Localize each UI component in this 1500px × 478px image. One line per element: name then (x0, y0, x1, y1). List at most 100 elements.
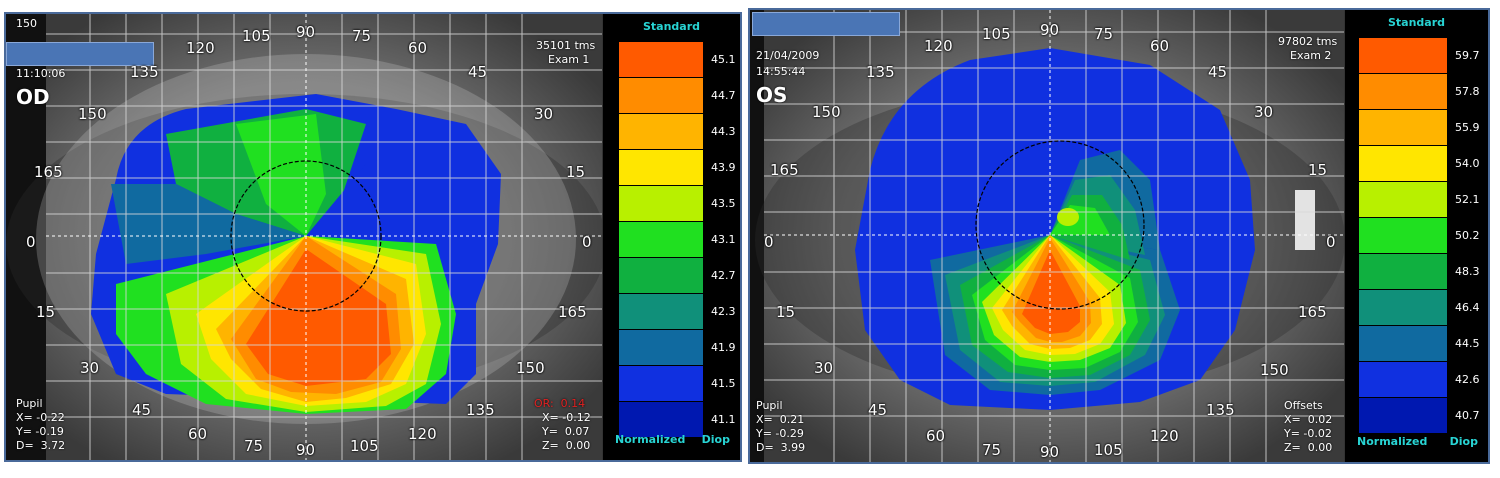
od-scale-title: Standard (642, 20, 701, 33)
od-redacted-label (6, 42, 154, 66)
os-pupil-title: Pupil (756, 399, 783, 412)
od-scale-swatches: 45.1 44.7 44.3 43.9 43.5 43.1 42.7 42.3 … (619, 42, 736, 438)
os-angle-label: 135 (1206, 401, 1235, 419)
os-offset-z: Z= 0.00 (1284, 441, 1333, 454)
os-angle-label: 135 (866, 63, 895, 81)
od-angle-label: 120 (186, 39, 215, 57)
od-angle-label: 75 (244, 437, 264, 455)
os-pupil-d: D= 3.99 (756, 441, 806, 454)
scale-swatch: 44.7 (619, 78, 736, 114)
os-angle-label: 45 (1208, 63, 1228, 81)
os-angle-label: 120 (1150, 427, 1179, 445)
os-angle-label: 150 (812, 103, 841, 121)
os-scale-swatches: 59.7 57.8 55.9 54.0 52.1 50.2 48.3 46.4 … (1359, 38, 1480, 434)
os-pupil-x: X= 0.21 (756, 413, 805, 426)
os-angle-label: 60 (1150, 37, 1170, 55)
scale-value: 57.8 (1455, 85, 1480, 98)
scale-swatch: 44.3 (619, 114, 736, 150)
scale-value: 52.1 (1455, 193, 1480, 206)
os-angle-label: 90 (1040, 21, 1060, 39)
scale-value: 40.7 (1455, 409, 1480, 422)
scale-value: 45.1 (711, 53, 736, 66)
os-angle-label: 165 (1298, 303, 1327, 321)
os-angle-label: 30 (1254, 103, 1274, 121)
od-offset-z: Z= 0.00 (542, 439, 591, 452)
scale-swatch: 48.3 (1359, 254, 1480, 290)
os-topography-map (750, 10, 1344, 462)
od-angle-label: 165 (34, 163, 63, 181)
od-offset-y: Y= 0.07 (542, 425, 590, 438)
scale-value: 42.3 (711, 305, 736, 318)
os-angle-label: 165 (770, 161, 799, 179)
scale-swatch: 55.9 (1359, 110, 1480, 146)
os-curvature-map (855, 48, 1255, 410)
os-eye-label: OS (756, 83, 788, 107)
scale-swatch: 50.2 (1359, 218, 1480, 254)
scale-value: 59.7 (1455, 49, 1480, 62)
od-angle-label: 0 (26, 233, 36, 251)
os-color-scale: Standard 59.7 57.8 55.9 54.0 52.1 50.2 4… (1344, 10, 1488, 462)
scale-value: 42.6 (1455, 373, 1480, 386)
od-tms: 35101 tms (536, 39, 596, 52)
od-angle-label: 15 (36, 303, 56, 321)
os-scale-title: Standard (1387, 16, 1446, 29)
scale-swatch: 42.6 (1359, 362, 1480, 398)
os-angle-label: 0 (1326, 233, 1336, 251)
od-grid (46, 14, 602, 460)
od-angle-label: 90 (296, 23, 316, 41)
od-angle-label: 135 (466, 401, 495, 419)
od-eye-label: OD (16, 85, 50, 109)
os-tms: 97802 tms (1278, 35, 1338, 48)
od-angle-label: 60 (408, 39, 428, 57)
scale-value: 43.9 (711, 161, 736, 174)
scale-swatch: 43.1 (619, 222, 736, 258)
os-axes (764, 10, 1344, 462)
od-angle-label: 150 (516, 359, 545, 377)
os-scale-unit: Diop (1449, 435, 1478, 448)
os-grid (764, 10, 1344, 462)
scale-swatch: 42.3 (619, 294, 736, 330)
od-pupil-circle (230, 160, 382, 312)
od-topography-map (6, 14, 602, 460)
od-angle-label: 150 (78, 105, 107, 123)
od-topography-panel: 150 11:10:06 OD 35101 tms Exam 1 120 105… (4, 12, 742, 462)
os-scale-normalized: Normalized (1357, 435, 1428, 448)
scale-swatch: 43.9 (619, 150, 736, 186)
scale-value: 55.9 (1455, 121, 1480, 134)
od-offsets-title: OR: 0.14 (534, 397, 586, 410)
os-angle-label: 15 (1308, 161, 1328, 179)
od-scale-unit: Diop (701, 433, 730, 446)
os-offset-x: X= 0.02 (1284, 413, 1333, 426)
scale-value: 44.3 (711, 125, 736, 138)
os-angle-label: 75 (1094, 25, 1114, 43)
os-angle-label: 105 (1094, 441, 1123, 459)
scale-value: 43.5 (711, 197, 736, 210)
os-angle-label: 90 (1040, 443, 1060, 461)
od-angle-label: 15 (566, 163, 586, 181)
os-angle-label: 60 (926, 427, 946, 445)
scale-swatch: 44.5 (1359, 326, 1480, 362)
os-topography-panel: 21/04/2009 14:55:44 OS 97802 tms Exam 2 … (748, 8, 1490, 464)
scale-value: 43.1 (711, 233, 736, 246)
os-angle-label: 150 (1260, 361, 1289, 379)
scale-value: 44.7 (711, 89, 736, 102)
os-date: 21/04/2009 (756, 49, 820, 62)
scale-value: 46.4 (1455, 301, 1480, 314)
os-eye-map: 21/04/2009 14:55:44 OS 97802 tms Exam 2 … (750, 10, 1344, 462)
scale-swatch: 42.7 (619, 258, 736, 294)
od-pupil-d: D= 3.72 (16, 439, 66, 452)
os-time: 14:55:44 (756, 65, 806, 78)
od-curvature-map (91, 94, 501, 414)
os-pupil-circle (975, 140, 1145, 310)
od-angle-label: 30 (80, 359, 100, 377)
scale-swatch: 41.1 (619, 402, 736, 438)
scale-value: 41.5 (711, 377, 736, 390)
scale-swatch: 57.8 (1359, 74, 1480, 110)
scale-swatch: 54.0 (1359, 146, 1480, 182)
od-angle-label: 0 (582, 233, 592, 251)
os-angle-label: 30 (814, 359, 834, 377)
os-offset-y: Y= -0.02 (1284, 427, 1332, 440)
os-angle-label: 75 (982, 441, 1002, 459)
od-angle-label: 90 (296, 441, 316, 459)
od-axes (46, 14, 602, 460)
